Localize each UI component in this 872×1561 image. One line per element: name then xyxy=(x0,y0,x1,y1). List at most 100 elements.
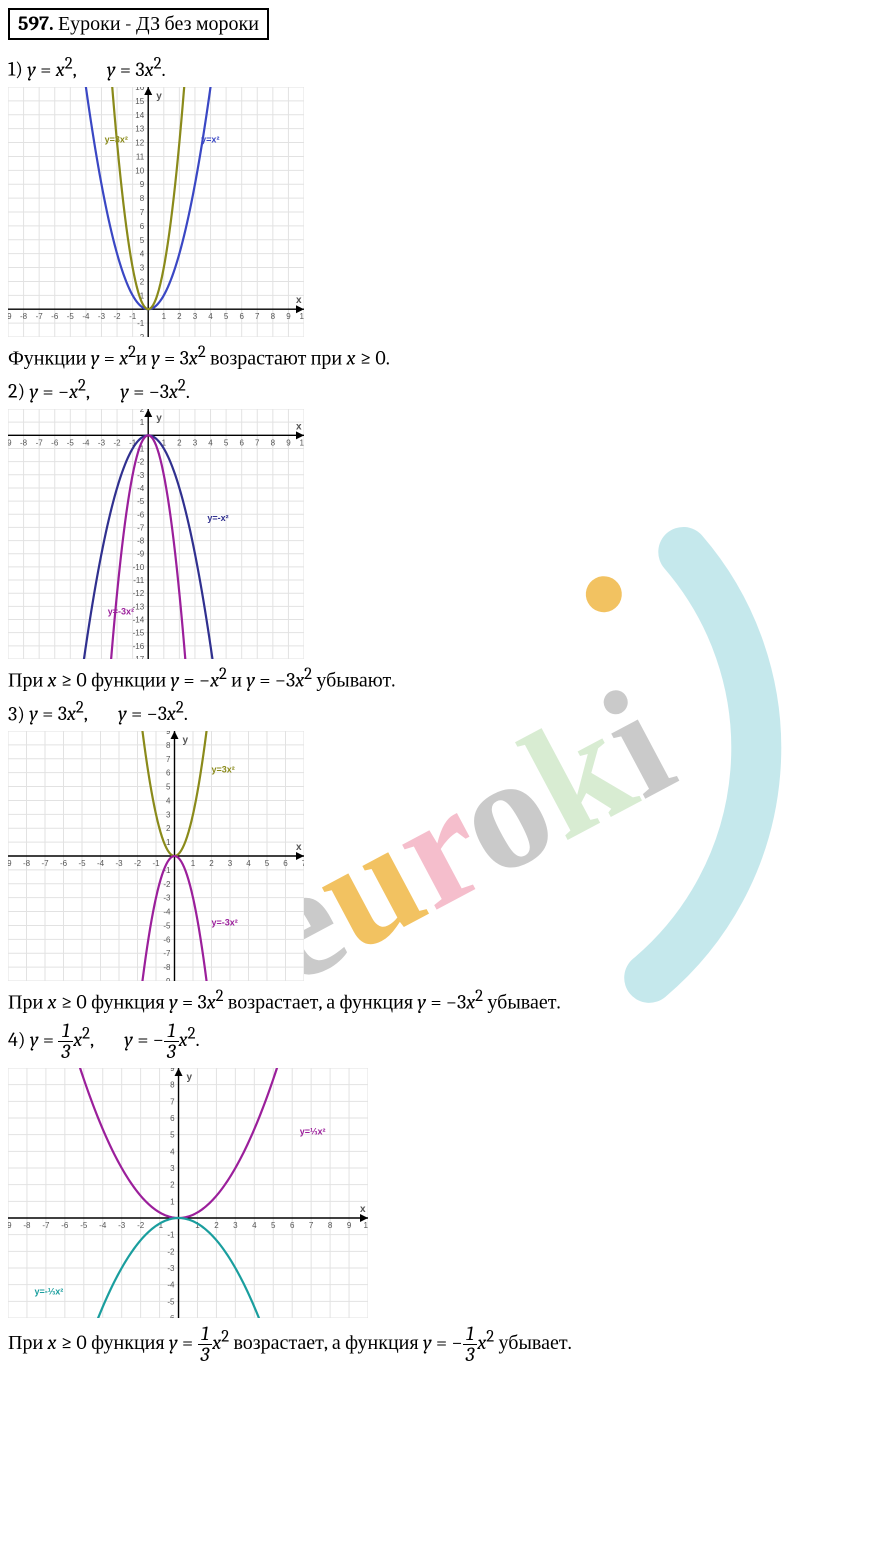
svg-text:-5: -5 xyxy=(167,1297,175,1306)
svg-text:-2: -2 xyxy=(137,458,145,467)
item2-eq1: y = −x2, xyxy=(29,380,89,403)
svg-text:-7: -7 xyxy=(42,1221,50,1230)
svg-text:y=-x²: y=-x² xyxy=(207,513,228,523)
svg-text:-6: -6 xyxy=(163,936,171,945)
svg-text:7: 7 xyxy=(140,208,145,217)
svg-text:9: 9 xyxy=(286,312,291,321)
svg-text:4: 4 xyxy=(252,1221,257,1230)
svg-text:2: 2 xyxy=(177,438,182,447)
svg-text:8: 8 xyxy=(166,741,171,750)
item4-eq1: y = 13x2, xyxy=(30,1028,94,1051)
svg-text:2: 2 xyxy=(166,825,171,834)
svg-text:-9: -9 xyxy=(8,1221,12,1230)
svg-text:-14: -14 xyxy=(133,615,145,624)
svg-text:-9: -9 xyxy=(8,438,12,447)
svg-text:13: 13 xyxy=(135,124,144,133)
svg-text:-4: -4 xyxy=(82,312,90,321)
svg-text:9: 9 xyxy=(170,1068,175,1073)
svg-text:7: 7 xyxy=(166,755,171,764)
chart3: -9-8-7-6-5-4-3-2-11234567-9-8-7-6-5-4-3-… xyxy=(8,731,864,981)
svg-text:3: 3 xyxy=(193,312,198,321)
svg-text:1: 1 xyxy=(140,418,145,427)
svg-text:-2: -2 xyxy=(163,880,171,889)
svg-text:-9: -9 xyxy=(8,859,12,868)
svg-text:-17: -17 xyxy=(133,655,145,659)
item1-label: 1) xyxy=(8,58,27,81)
item2-equations: 2) y = −x2, y = −3x2. xyxy=(8,376,864,403)
svg-text:-8: -8 xyxy=(23,859,31,868)
item4-equations: 4) y = 13x2, y = −13x2. xyxy=(8,1021,864,1062)
svg-text:9: 9 xyxy=(286,438,291,447)
item4-conclusion: При x ≥ 0 функция y = 13x2 возрастает, а… xyxy=(8,1324,864,1365)
svg-text:10: 10 xyxy=(364,1221,368,1230)
svg-text:3: 3 xyxy=(140,263,145,272)
svg-text:-10: -10 xyxy=(133,563,145,572)
svg-text:-7: -7 xyxy=(41,859,49,868)
svg-text:-4: -4 xyxy=(137,484,145,493)
svg-text:4: 4 xyxy=(208,312,213,321)
svg-text:-8: -8 xyxy=(20,438,28,447)
svg-text:6: 6 xyxy=(290,1221,295,1230)
svg-text:-8: -8 xyxy=(137,537,145,546)
svg-text:12: 12 xyxy=(135,138,144,147)
item3-conclusion: При x ≥ 0 функция y = 3x2 возрастает, а … xyxy=(8,987,864,1015)
svg-text:7: 7 xyxy=(309,1221,314,1230)
svg-text:9: 9 xyxy=(166,731,171,736)
svg-text:-8: -8 xyxy=(163,963,171,972)
svg-text:x: x xyxy=(360,1204,366,1215)
svg-text:y=x²: y=x² xyxy=(201,134,219,144)
svg-text:-2: -2 xyxy=(113,312,121,321)
task-number: 597. xyxy=(18,12,54,35)
svg-text:16: 16 xyxy=(135,87,144,92)
chart4: -9-8-7-6-5-4-3-2-112345678910-6-5-4-3-2-… xyxy=(8,1068,864,1318)
svg-text:2: 2 xyxy=(214,1221,219,1230)
item4-eq2: y = −13x2. xyxy=(124,1028,199,1051)
svg-text:4: 4 xyxy=(166,797,171,806)
svg-text:-16: -16 xyxy=(133,642,145,651)
svg-text:-6: -6 xyxy=(60,859,68,868)
svg-text:-2: -2 xyxy=(113,438,121,447)
item3-label: 3) xyxy=(8,702,29,725)
svg-text:-11: -11 xyxy=(133,576,145,585)
item2-label: 2) xyxy=(8,380,29,403)
svg-text:-5: -5 xyxy=(163,922,171,931)
svg-text:-2: -2 xyxy=(134,859,142,868)
item1-eq1: y = x2, xyxy=(27,58,76,81)
svg-text:y: y xyxy=(187,1072,193,1083)
svg-text:5: 5 xyxy=(271,1221,276,1230)
item3-equations: 3) y = 3x2, y = −3x2. xyxy=(8,699,864,726)
svg-text:-5: -5 xyxy=(137,497,145,506)
svg-text:-2: -2 xyxy=(137,1221,145,1230)
svg-text:5: 5 xyxy=(224,438,229,447)
svg-text:7: 7 xyxy=(255,438,260,447)
svg-text:-5: -5 xyxy=(67,312,75,321)
svg-text:-13: -13 xyxy=(133,602,145,611)
svg-text:10: 10 xyxy=(300,312,304,321)
svg-text:6: 6 xyxy=(166,769,171,778)
svg-text:6: 6 xyxy=(170,1114,175,1123)
svg-text:1: 1 xyxy=(162,312,167,321)
item1-conclusion: Функции y = x2и y = 3x2 возрастают при x… xyxy=(8,343,864,371)
svg-text:-5: -5 xyxy=(78,859,86,868)
svg-text:-4: -4 xyxy=(163,908,171,917)
svg-text:8: 8 xyxy=(140,194,145,203)
svg-text:10: 10 xyxy=(300,438,304,447)
svg-text:-9: -9 xyxy=(8,312,12,321)
svg-text:y=3x²: y=3x² xyxy=(212,765,235,775)
svg-text:-7: -7 xyxy=(163,950,171,959)
item3-eq1: y = 3x2, xyxy=(29,702,87,725)
svg-text:3: 3 xyxy=(166,811,171,820)
svg-text:3: 3 xyxy=(170,1164,175,1173)
svg-text:8: 8 xyxy=(328,1221,333,1230)
svg-text:-8: -8 xyxy=(20,312,28,321)
svg-text:-4: -4 xyxy=(167,1281,175,1290)
svg-text:2: 2 xyxy=(140,277,145,286)
svg-text:y=⅓x²: y=⅓x² xyxy=(300,1127,326,1137)
svg-text:-3: -3 xyxy=(98,438,106,447)
svg-text:-5: -5 xyxy=(67,438,75,447)
svg-text:-6: -6 xyxy=(51,312,59,321)
svg-text:-6: -6 xyxy=(61,1221,69,1230)
svg-text:2: 2 xyxy=(140,409,145,414)
item1-equations: 1) y = x2, y = 3x2. xyxy=(8,54,864,81)
item2-conclusion: При x ≥ 0 функции y = −x2 и y = −3x2 убы… xyxy=(8,665,864,693)
